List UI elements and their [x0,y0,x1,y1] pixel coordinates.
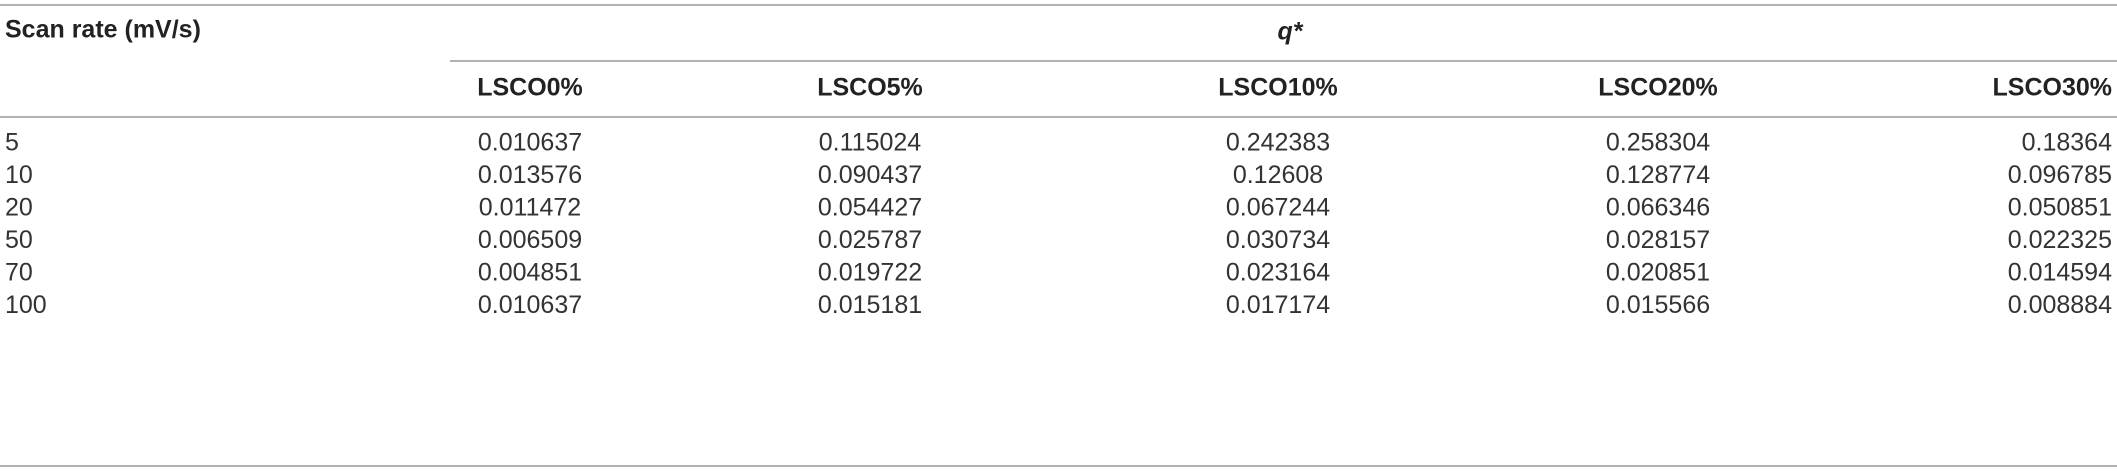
cell: 0.242383 [1226,129,1330,157]
cell: 0.054427 [818,194,922,222]
cell: 0.010637 [478,291,582,319]
group-header: q* [1278,18,1304,46]
column-header: LSCO20% [1598,74,1717,102]
cell: 0.004851 [478,259,582,287]
cell: 0.014594 [2008,259,2112,287]
cell: 0.18364 [2022,129,2112,157]
row-label: 20 [5,194,33,222]
cell: 0.006509 [478,226,582,254]
cell: 0.258304 [1606,129,1710,157]
cell: 0.023164 [1226,259,1330,287]
cell: 0.020851 [1606,259,1710,287]
cell: 0.017174 [1226,291,1330,319]
column-header: LSCO10% [1218,74,1337,102]
cell: 0.010637 [478,129,582,157]
cell: 0.025787 [818,226,922,254]
column-header: LSCO0% [477,74,583,102]
row-label: 10 [5,161,33,189]
cell: 0.096785 [2008,161,2112,189]
column-header: LSCO5% [817,74,923,102]
cell: 0.022325 [2008,226,2112,254]
cell: 0.115024 [819,129,922,157]
row-label: 100 [5,291,47,319]
cell: 0.066346 [1606,194,1710,222]
cell: 0.019722 [818,259,922,287]
row-label: 50 [5,226,33,254]
cell: 0.013576 [478,161,582,189]
row-header: Scan rate (mV/s) [5,16,201,44]
cell: 0.067244 [1226,194,1330,222]
cell: 0.050851 [2008,194,2112,222]
cell: 0.011472 [479,194,581,222]
row-label: 5 [5,129,19,157]
cell: 0.128774 [1606,161,1710,189]
column-header: LSCO30% [1993,74,2112,102]
cell: 0.028157 [1606,226,1710,254]
cell: 0.12608 [1233,161,1323,189]
row-label: 70 [5,259,33,287]
cell: 0.015181 [818,291,922,319]
cell: 0.008884 [2008,291,2112,319]
cell: 0.090437 [818,161,922,189]
cell: 0.030734 [1226,226,1330,254]
cell: 0.015566 [1606,291,1710,319]
